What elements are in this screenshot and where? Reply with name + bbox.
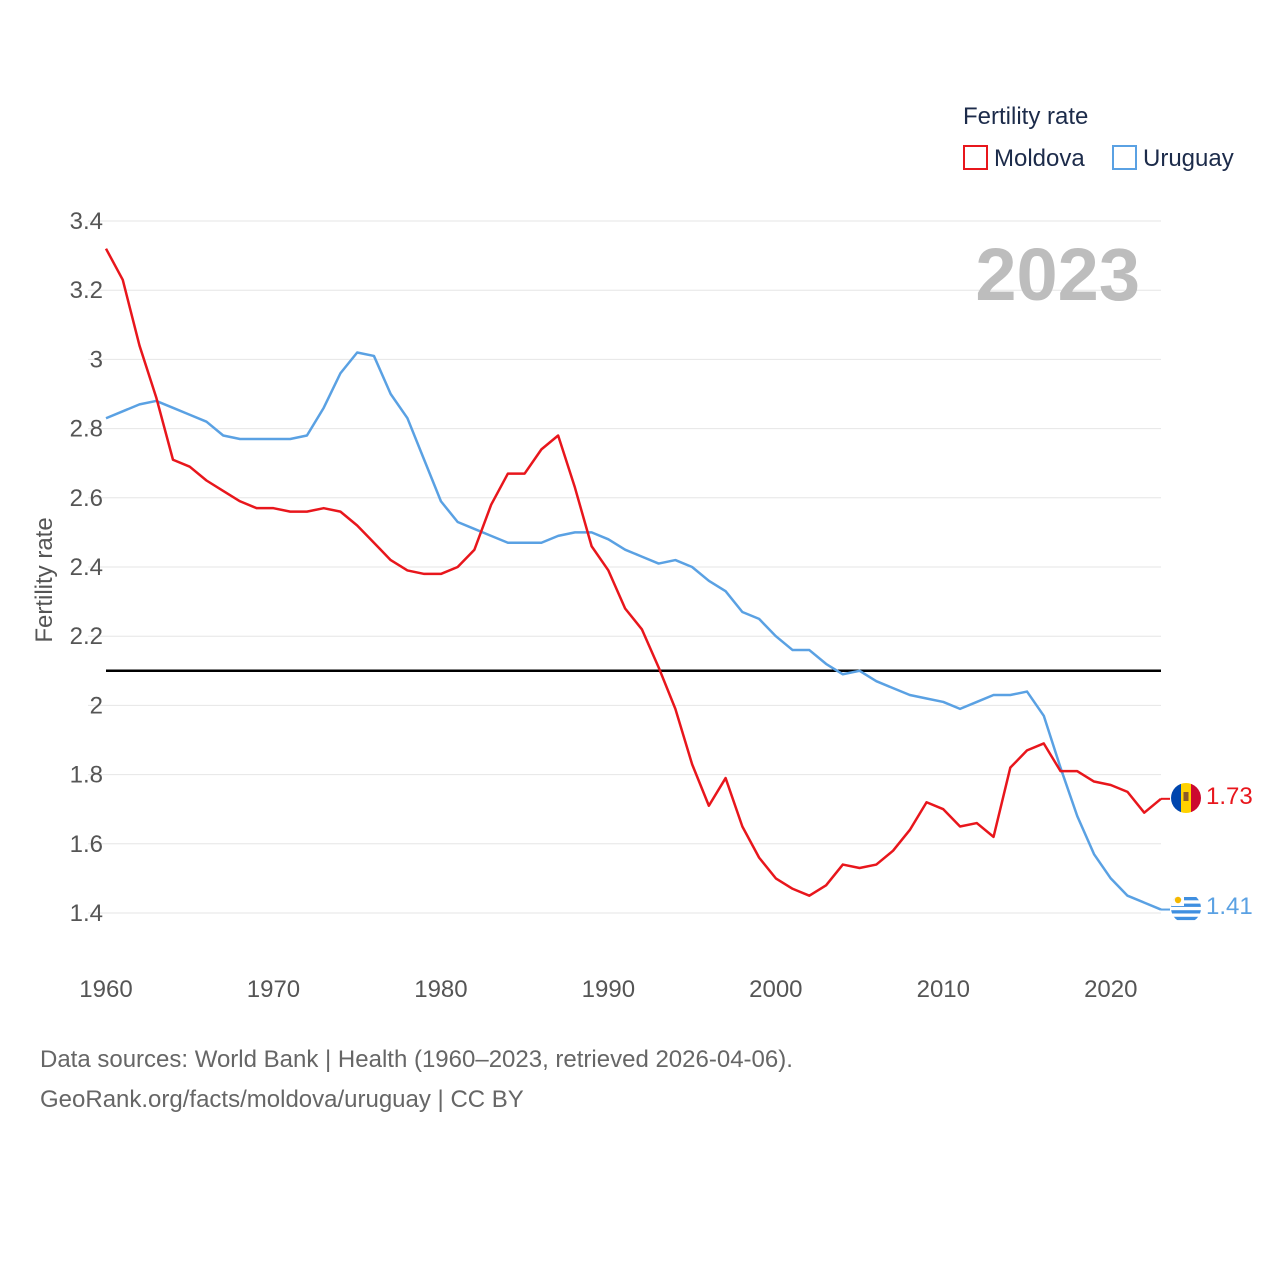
moldova-flag-icon (1171, 783, 1201, 813)
x-tick-label: 1970 (247, 976, 300, 1003)
legend-label-uruguay[interactable]: Uruguay (1143, 145, 1234, 172)
grid (88, 220, 1161, 914)
x-tick-label: 1960 (79, 976, 132, 1003)
y-tick-label: 1.6 (70, 831, 103, 858)
series-lines (104, 248, 1170, 911)
y-tick-label: 2 (90, 692, 103, 719)
footer: Data sources: World Bank | Health (1960–… (40, 1040, 793, 1120)
uruguay-end-marker: 1.41 (1171, 893, 1253, 923)
y-tick-label: 2.4 (70, 554, 103, 581)
y-tick-label: 1.8 (70, 762, 103, 789)
legend-swatch-uruguay[interactable] (1112, 145, 1137, 170)
y-tick-label: 2.6 (70, 485, 103, 512)
moldova-end-value: 1.73 (1206, 783, 1253, 810)
uruguay-flag-icon (1171, 893, 1201, 923)
y-axis-title: Fertility rate (31, 517, 58, 642)
y-tick-label: 3.4 (70, 208, 103, 235)
y-tick-label: 1.4 (70, 900, 103, 927)
y-tick-label: 3 (90, 346, 103, 373)
x-tick-label: 2010 (917, 976, 970, 1003)
y-tick-labels: 1.4 1.6 1.8 2 2.2 2.4 2.6 2.8 3 3.2 3.4 (70, 208, 103, 927)
x-tick-label: 1990 (582, 976, 635, 1003)
x-tick-label: 1980 (414, 976, 467, 1003)
uruguay-end-value: 1.41 (1206, 893, 1253, 920)
legend: Fertility rate Moldova Uruguay (963, 103, 1234, 172)
legend-title: Fertility rate (963, 103, 1088, 130)
legend-label-moldova[interactable]: Moldova (994, 145, 1085, 172)
moldova-end-marker: 1.73 (1171, 783, 1253, 813)
series-line-uruguay[interactable] (105, 351, 1162, 911)
credit-line[interactable]: GeoRank.org/facts/moldova/uruguay | CC B… (40, 1086, 524, 1113)
y-tick-label: 3.2 (70, 277, 103, 304)
current-year-label: 2023 (975, 233, 1140, 316)
source-line: Data sources: World Bank | Health (1960–… (40, 1046, 793, 1073)
legend-swatch-moldova[interactable] (963, 145, 988, 170)
x-tick-label: 2000 (749, 976, 802, 1003)
x-tick-label: 2020 (1084, 976, 1137, 1003)
y-tick-label: 2.8 (70, 416, 103, 443)
y-tick-label: 2.2 (70, 623, 103, 650)
x-tick-labels: 1960 1970 1980 1990 2000 2010 2020 (79, 976, 1137, 1003)
series-line-moldova[interactable] (104, 248, 1162, 897)
